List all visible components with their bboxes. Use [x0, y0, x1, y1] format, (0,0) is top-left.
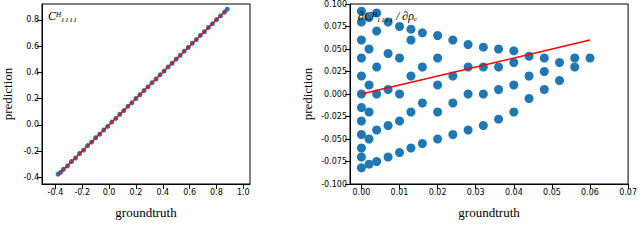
- svg-text:-0.4: -0.4: [48, 188, 64, 197]
- svg-text:0.4: 0.4: [156, 188, 169, 197]
- svg-text:0.075: 0.075: [324, 22, 347, 31]
- svg-text:0.4: 0.4: [26, 68, 39, 77]
- svg-text:0.6: 0.6: [183, 188, 196, 197]
- svg-text:-0.025: -0.025: [321, 112, 347, 121]
- svg-text:prediction: prediction: [0, 67, 15, 120]
- svg-text:0.8: 0.8: [210, 188, 223, 197]
- svg-text:0.0: 0.0: [26, 120, 39, 129]
- svg-text:-0.050: -0.050: [321, 135, 347, 144]
- svg-text:0.6: 0.6: [26, 42, 39, 51]
- svg-text:-0.4: -0.4: [23, 173, 39, 182]
- svg-text:0.07: 0.07: [619, 188, 637, 197]
- svg-text:0.2: 0.2: [130, 188, 143, 197]
- svg-text:0.000: 0.000: [324, 90, 347, 99]
- svg-text:0.05: 0.05: [543, 188, 561, 197]
- svg-text:0.2: 0.2: [26, 94, 39, 103]
- svg-text:0.03: 0.03: [467, 188, 485, 197]
- svg-text:1.0: 1.0: [237, 188, 250, 197]
- svg-text:0.04: 0.04: [505, 188, 523, 197]
- svg-text:0.01: 0.01: [391, 188, 409, 197]
- svg-text:0.0: 0.0: [103, 188, 116, 197]
- svg-text:0.06: 0.06: [581, 188, 599, 197]
- svg-text:groundtruth: groundtruth: [115, 205, 177, 220]
- svg-text:0.8: 0.8: [26, 15, 39, 24]
- svg-text:prediction: prediction: [300, 67, 315, 120]
- svg-text:0.100: 0.100: [324, 0, 347, 9]
- svg-text:0.050: 0.050: [324, 45, 347, 54]
- svg-text:-0.075: -0.075: [321, 157, 347, 166]
- svg-text:groundtruth: groundtruth: [458, 205, 520, 220]
- svg-text:0.00: 0.00: [353, 188, 371, 197]
- svg-text:0.025: 0.025: [324, 67, 347, 76]
- svg-text:Cᴴ₁₁₁₁: Cᴴ₁₁₁₁: [48, 9, 77, 23]
- svg-text:-0.2: -0.2: [74, 188, 90, 197]
- svg-text:∂Cᴴ₁₁₁₁ / ∂ρₑ: ∂Cᴴ₁₁₁₁ / ∂ρₑ: [358, 9, 417, 23]
- svg-text:-0.100: -0.100: [321, 180, 347, 189]
- svg-text:-0.2: -0.2: [23, 147, 39, 156]
- svg-text:0.02: 0.02: [429, 188, 447, 197]
